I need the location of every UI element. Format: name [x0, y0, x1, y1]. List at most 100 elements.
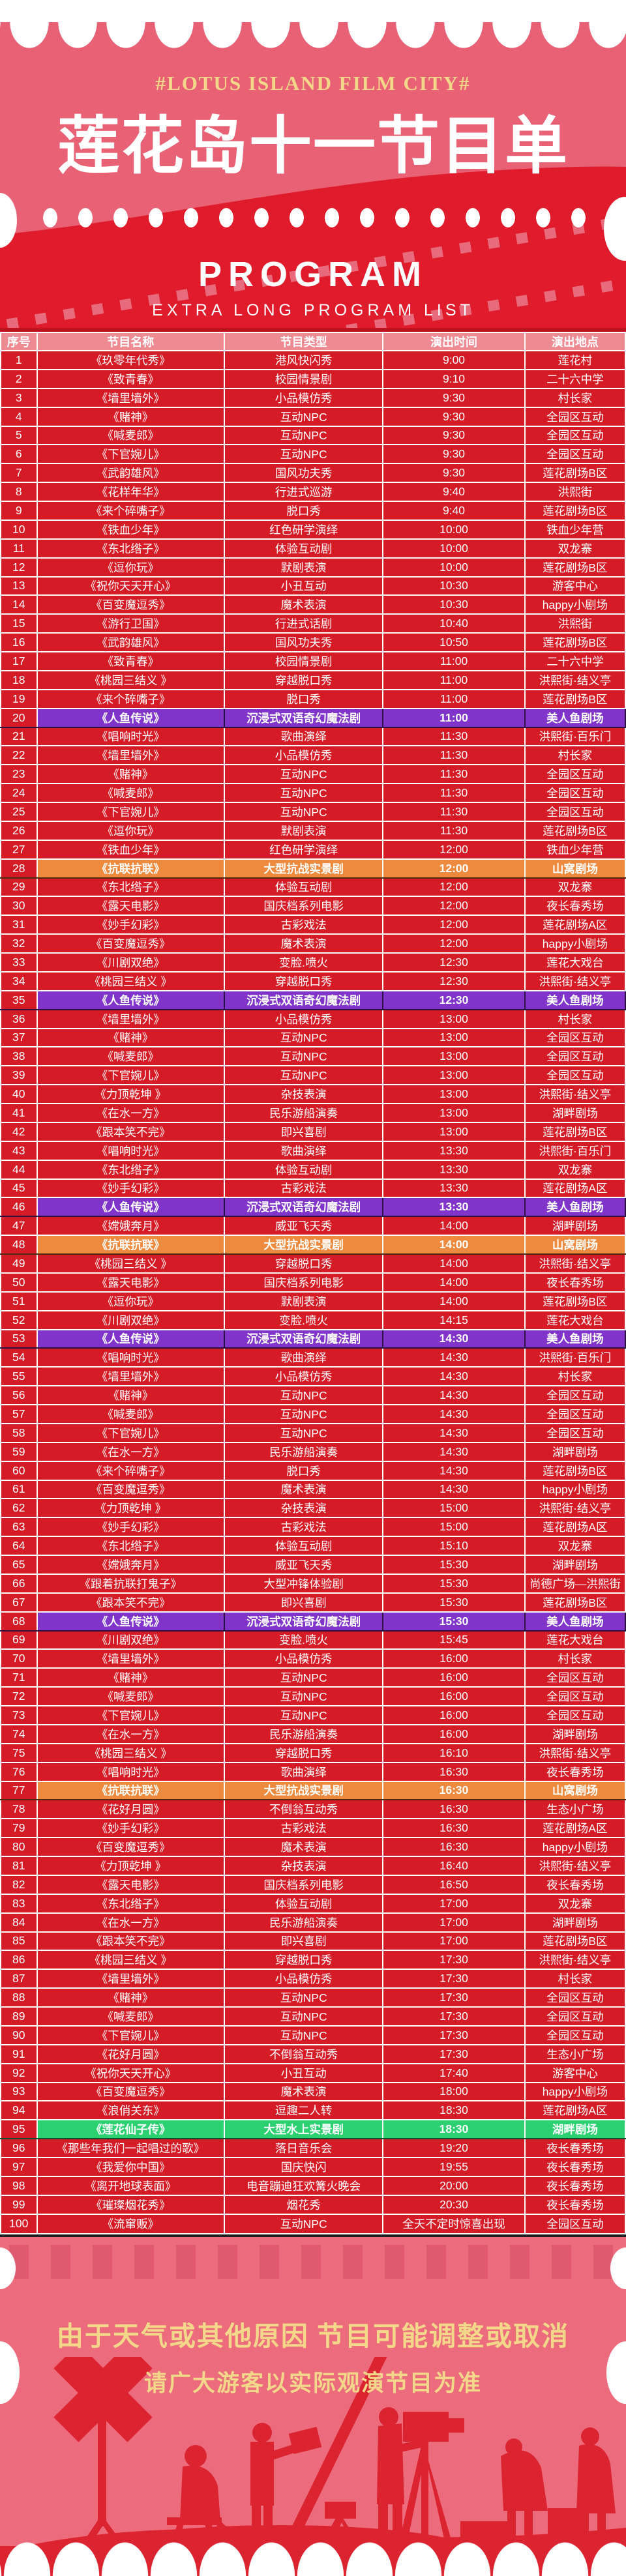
cell-type: 国庆快闪	[223, 2157, 384, 2177]
cell-type: 互动NPC	[223, 1065, 384, 1086]
cell-time: 17:30	[382, 1987, 526, 2008]
cell-time: 17:30	[382, 2025, 526, 2045]
table-row: 23 《赌神》 互动NPC 11:30 全园区互动	[0, 764, 626, 785]
table-row: 100 《流窜贩》 互动NPC 全天不定时惊喜出现 全园区互动	[0, 2213, 626, 2235]
cell-name: 《东北绺子》	[36, 1893, 225, 1914]
cell-time: 13:00	[382, 1065, 526, 1086]
cell-name: 《人鱼传说》	[36, 1197, 225, 1218]
table-row: 80 《百变魔逗秀》 魔术表演 16:30 happy小剧场	[0, 1837, 626, 1857]
cell-time: 16:00	[382, 1667, 526, 1688]
cell-venue: 全园区互动	[524, 1027, 626, 1048]
cell-time: 17:00	[382, 1931, 526, 1952]
cell-time: 10:00	[382, 557, 526, 578]
cell-name: 《在水一方》	[36, 1912, 225, 1933]
cell-type: 变脸.喷火	[223, 1630, 384, 1650]
cell-type: 杂技表演	[223, 1498, 384, 1519]
cell-time: 16:00	[382, 1705, 526, 1725]
cell-type: 穿越脱口秀	[223, 1253, 384, 1274]
table-row: 68 《人鱼传说》 沉浸式双语奇幻魔法剧 15:30 美人鱼剧场	[0, 1611, 626, 1632]
cell-time: 12:30	[382, 989, 526, 1010]
cell-no: 53	[0, 1328, 38, 1349]
table-row: 16 《武韵雄风》 国风功夫秀 10:50 莲花剧场B区	[0, 632, 626, 652]
cell-venue: 湖畔剧场	[524, 1912, 626, 1933]
cell-time: 11:00	[382, 669, 526, 690]
cell-name: 《离开地球表面》	[36, 2175, 225, 2196]
cell-time: 9:00	[382, 350, 526, 370]
cell-type: 古彩戏法	[223, 1517, 384, 1538]
cell-type: 互动NPC	[223, 444, 384, 465]
cell-name: 《花样年华》	[36, 482, 225, 502]
cell-name: 《花好月圆》	[36, 2043, 225, 2064]
cell-type: 小品模仿秀	[223, 1008, 384, 1029]
cell-name: 《下官婉儿》	[36, 2025, 225, 2045]
cell-time: 14:30	[382, 1460, 526, 1481]
table-row: 91 《花好月圆》 不倒翁互动秀 17:30 生态小广场	[0, 2043, 626, 2064]
cell-time: 14:30	[382, 1404, 526, 1424]
table-row: 32 《百变魔逗秀》 魔术表演 12:00 happy小剧场	[0, 933, 626, 954]
cell-type: 体验互动剧	[223, 1536, 384, 1556]
cell-no: 59	[0, 1441, 38, 1462]
cell-type: 体验互动剧	[223, 538, 384, 559]
cell-no: 37	[0, 1027, 38, 1048]
table-row: 58 《下官婉儿》 互动NPC 14:30 全园区互动	[0, 1422, 626, 1443]
cell-name: 《唱响时光》	[36, 1140, 225, 1161]
cell-venue: 莲花剧场B区	[524, 501, 626, 521]
cell-type: 逗趣二人转	[223, 2100, 384, 2121]
cell-type: 互动NPC	[223, 406, 384, 427]
cell-venue: 村长家	[524, 1969, 626, 1989]
cell-type: 穿越脱口秀	[223, 971, 384, 991]
cell-name: 《墙里墙外》	[36, 1648, 225, 1669]
cell-venue: 全园区互动	[524, 1686, 626, 1706]
cell-time: 15:30	[382, 1555, 526, 1575]
cell-no: 47	[0, 1216, 38, 1237]
table-row: 43 《唱响时光》 歌曲演绎 13:30 洪熙街·百乐门	[0, 1140, 626, 1161]
cell-no: 7	[0, 463, 38, 484]
cell-type: 互动NPC	[223, 1385, 384, 1405]
cell-type: 国庆档系列电影	[223, 1874, 384, 1895]
cell-time: 17:40	[382, 2062, 526, 2083]
table-row: 66 《跟着抗联打鬼子》 大型冲锋体验剧 15:30 尚德广场—洪熙街	[0, 1573, 626, 1594]
cell-venue: 洪熙街·结义亭	[524, 1084, 626, 1104]
table-row: 42 《跟本笑不完》 即兴喜剧 13:00 莲花剧场B区	[0, 1121, 626, 1142]
marquee-dots	[33, 207, 593, 229]
cell-venue: 洪熙街·结义亭	[524, 669, 626, 690]
top-margin	[0, 0, 626, 22]
cell-venue: 湖畔剧场	[524, 1441, 626, 1462]
cell-no: 99	[0, 2194, 38, 2215]
cell-no: 49	[0, 1253, 38, 1274]
cell-name: 《人鱼传说》	[36, 1328, 225, 1349]
cell-type: 即兴喜剧	[223, 1592, 384, 1613]
cell-type: 脱口秀	[223, 1460, 384, 1481]
cell-type: 互动NPC	[223, 764, 384, 785]
cell-type: 互动NPC	[223, 1404, 384, 1424]
cell-venue: 洪熙街	[524, 482, 626, 502]
cell-name: 《那些年我们一起唱过的歌》	[36, 2138, 225, 2158]
cell-no: 9	[0, 501, 38, 521]
cell-name: 《铁血少年》	[36, 519, 225, 540]
cell-no: 95	[0, 2119, 38, 2140]
cell-time: 11:00	[382, 651, 526, 671]
cell-name: 《嫦娥奔月》	[36, 1216, 225, 1237]
cell-name: 《跟着抗联打鬼子》	[36, 1573, 225, 1594]
cell-type: 小品模仿秀	[223, 1969, 384, 1989]
cell-venue: 游客中心	[524, 2062, 626, 2083]
cell-type: 沉浸式双语奇幻魔法剧	[223, 707, 384, 728]
cell-venue: 洪熙街·结义亭	[524, 1498, 626, 1519]
cell-venue: 全园区互动	[524, 802, 626, 822]
table-row: 86 《桃园三结义 》穿越脱口秀 17:30 洪熙街·结义亭	[0, 1950, 626, 1970]
cell-time: 15:30	[382, 1592, 526, 1613]
table-row: 30 《露天电影》 国庆档系列电影 12:00 夜长春秀场	[0, 896, 626, 916]
cell-name: 《唱响时光》	[36, 726, 225, 747]
cell-name: 《妙手幻彩》	[36, 1818, 225, 1839]
table-row: 62 《力顶乾坤 》杂技表演 15:00 洪熙街·结义亭	[0, 1498, 626, 1519]
cell-venue: 全园区互动	[524, 2025, 626, 2045]
cell-venue: 莲花剧场B区	[524, 820, 626, 841]
cell-name: 《桃园三结义 》	[36, 1950, 225, 1970]
cell-name: 《川剧双绝》	[36, 1630, 225, 1650]
cell-type: 沉浸式双语奇幻魔法剧	[223, 989, 384, 1010]
cell-name: 《武韵雄风》	[36, 463, 225, 484]
cell-type: 互动NPC	[223, 1686, 384, 1706]
cell-name: 《墙里墙外》	[36, 1366, 225, 1387]
cell-time: 17:30	[382, 1950, 526, 1970]
cell-time: 15:30	[382, 1573, 526, 1594]
